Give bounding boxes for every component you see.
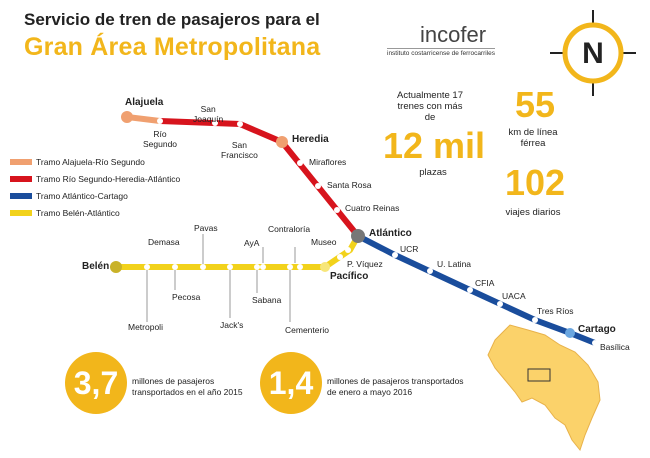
seats-value: 12 mil bbox=[383, 125, 486, 166]
station-dot-ucr bbox=[392, 252, 398, 258]
km-value: 55 bbox=[515, 84, 556, 125]
station-dot-alajuela bbox=[121, 111, 133, 123]
station-dots bbox=[110, 111, 598, 346]
station-label-u-latina: U. Latina bbox=[437, 259, 472, 269]
legend-swatch bbox=[10, 159, 32, 165]
station-label-pecosa: Pecosa bbox=[172, 292, 201, 302]
trips-value: 102 bbox=[505, 162, 566, 203]
station-label-belen: Belén bbox=[82, 261, 110, 272]
km-label: km de línea férrea bbox=[508, 127, 558, 149]
station-label-pacifico: Pacífico bbox=[330, 271, 369, 282]
gam-highlight-box bbox=[527, 368, 551, 382]
passengers-2015-value: 3,7 bbox=[65, 352, 127, 414]
station-label-uaca: UACA bbox=[502, 291, 526, 301]
station-label-cuatro-reinas: Cuatro Reinas bbox=[345, 203, 400, 213]
passengers-2016-text: millones de pasajeros transportados de e… bbox=[327, 376, 464, 398]
station-label-heredia: Heredia bbox=[292, 134, 329, 145]
station-dot-san-joaquin bbox=[212, 120, 218, 126]
station-dot-u-latina bbox=[427, 268, 433, 274]
passengers-2015-text: millones de pasajeros transportados en e… bbox=[132, 376, 243, 398]
passengers-2016-line2: de enero a mayo 2016 bbox=[327, 387, 413, 397]
station-label-basilica: Basílica bbox=[600, 342, 630, 352]
station-dot-pavas bbox=[200, 264, 206, 270]
incofer-logo: incofer bbox=[420, 22, 487, 47]
passengers-2016-line1: millones de pasajeros transportados bbox=[327, 376, 464, 386]
station-dot-basilica bbox=[592, 340, 598, 346]
station-label-miraflores: Miraflores bbox=[309, 157, 347, 167]
station-dot-atlantico bbox=[351, 229, 365, 243]
legend-label: Tramo Alajuela-Río Segundo bbox=[36, 157, 145, 167]
trains-intro: Actualmente 17 trenes con más de bbox=[396, 90, 463, 123]
station-dot-jacks bbox=[227, 264, 233, 270]
seats-unit: plazas bbox=[419, 167, 447, 178]
trips-label: viajes diarios bbox=[505, 207, 561, 218]
station-label-rio-segundo: Río Segundo bbox=[143, 129, 178, 149]
compass-icon: N bbox=[550, 10, 636, 96]
title-line-1: Servicio de tren de pasajeros para el bbox=[24, 10, 320, 29]
legend-swatch bbox=[10, 210, 32, 216]
station-dot-belen bbox=[110, 261, 122, 273]
station-label-tres-rios: Tres Ríos bbox=[537, 306, 574, 316]
passengers-2015-line1: millones de pasajeros bbox=[132, 376, 215, 386]
station-label-museo: Museo bbox=[311, 237, 337, 247]
station-label-sabana: Sabana bbox=[252, 295, 282, 305]
station-label-ucr: UCR bbox=[400, 244, 419, 254]
title-line-2: Gran Área Metropolitana bbox=[24, 33, 321, 61]
legend-item-belen: Tramo Belén-Atlántico bbox=[10, 208, 120, 218]
legend-item-heredia: Tramo Río Segundo-Heredia-Atlántico bbox=[10, 174, 180, 184]
station-label-contraloria: Contraloría bbox=[268, 224, 311, 234]
station-label-pavas: Pavas bbox=[194, 223, 218, 233]
station-label-cementerio: Cementerio bbox=[285, 325, 329, 335]
station-dot-miraflores bbox=[297, 160, 303, 166]
station-label-demasa: Demasa bbox=[148, 237, 180, 247]
legend-swatch bbox=[10, 193, 32, 199]
logo-subtitle: instituto costarricense de ferrocarriles bbox=[387, 48, 496, 57]
station-dot-pacifico bbox=[320, 262, 330, 272]
line-heredia-atlantico bbox=[159, 118, 361, 238]
station-label-santa-rosa: Santa Rosa bbox=[327, 180, 372, 190]
station-label-aya: AyA bbox=[244, 238, 260, 248]
station-dot-metropoli bbox=[144, 264, 150, 270]
station-label-p-viquez: P. Víquez bbox=[347, 259, 383, 269]
station-label-jacks: Jack's bbox=[220, 320, 244, 330]
station-label-metropoli: Metropoli bbox=[128, 322, 163, 332]
station-label-cfia: CFIA bbox=[475, 278, 495, 288]
station-dot-uaca bbox=[497, 301, 503, 307]
station-label-san-francisco: San Francisco bbox=[221, 140, 258, 160]
station-dot-p-viquez bbox=[345, 247, 351, 253]
legend-label: Tramo Río Segundo-Heredia-Atlántico bbox=[36, 174, 181, 184]
station-dot-museo bbox=[337, 254, 343, 260]
station-dot-pecosa bbox=[172, 264, 178, 270]
station-dot-san-francisco bbox=[237, 121, 243, 127]
station-dot-aya bbox=[260, 264, 266, 270]
station-dot-cfia bbox=[467, 287, 473, 293]
legend-item-alajuela: Tramo Alajuela-Río Segundo bbox=[10, 157, 145, 167]
legend-label: Tramo Belén-Atlántico bbox=[36, 208, 120, 218]
station-dot-cementerio bbox=[287, 264, 293, 270]
station-dot-contraloria bbox=[297, 264, 303, 270]
station-dot-rio-segundo bbox=[157, 118, 163, 124]
passengers-2016-value: 1,4 bbox=[260, 352, 322, 414]
costa-rica-map bbox=[487, 324, 601, 452]
station-label-atlantico: Atlántico bbox=[369, 228, 412, 239]
station-dot-tres-rios bbox=[532, 317, 538, 323]
station-dot-cuatro-reinas bbox=[334, 207, 340, 213]
passengers-2015-line2: transportados en el año 2015 bbox=[132, 387, 243, 397]
station-dot-heredia bbox=[276, 136, 288, 148]
legend-item-cartago: Tramo Atlántico-Cartago bbox=[10, 191, 128, 201]
station-dot-santa-rosa bbox=[315, 183, 321, 189]
line-atlantico-cartago bbox=[356, 233, 597, 346]
station-label-alajuela: Alajuela bbox=[125, 97, 164, 108]
station-label-cartago: Cartago bbox=[578, 324, 616, 335]
legend-label: Tramo Atlántico-Cartago bbox=[36, 191, 128, 201]
station-label-san-joaquin: San Joaquín bbox=[193, 104, 224, 124]
station-dot-cartago bbox=[565, 328, 575, 338]
compass-label: N bbox=[582, 37, 604, 70]
station-dot-sabana bbox=[254, 264, 260, 270]
legend-swatch bbox=[10, 176, 32, 182]
